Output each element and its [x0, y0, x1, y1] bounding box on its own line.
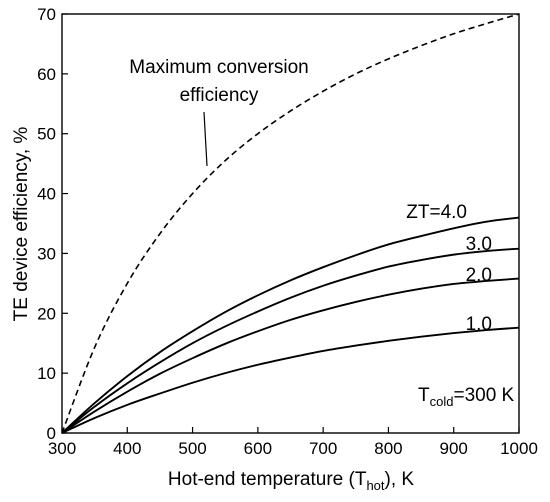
series-label: 2.0 [466, 265, 492, 286]
x-tick-label: 1000 [500, 439, 538, 458]
series-line-2-0 [61, 277, 520, 434]
y-tick-label: 40 [37, 185, 56, 204]
y-axis-label: TE device efficiency, % [11, 127, 32, 322]
y-tick-label: 60 [37, 65, 56, 84]
series-line-1-0 [61, 326, 520, 434]
series-line-zt-4-0 [61, 216, 520, 434]
series-label: 1.0 [466, 314, 492, 335]
plot-frame [61, 13, 520, 434]
x-tick-label: 400 [113, 439, 141, 458]
x-tick-label: 800 [374, 439, 402, 458]
y-tick-label: 0 [47, 424, 56, 443]
tcold-annotation: Tcold=300 K [418, 385, 515, 409]
x-tick-label: 300 [48, 439, 76, 458]
y-tick-label: 70 [37, 5, 56, 24]
y-tick-label: 10 [37, 364, 56, 383]
x-axis-label: Hot-end temperature (Thot), K [168, 469, 414, 493]
y-tick-label: 50 [37, 125, 56, 144]
x-axis-ticks: 300 400 500 600 700 800 900 1000 [48, 427, 538, 458]
series-label: 3.0 [466, 234, 492, 255]
max-efficiency-leader-line [203, 111, 208, 167]
x-tick-label: 700 [309, 439, 337, 458]
series-line-3-0 [61, 247, 520, 434]
x-tick-label: 900 [440, 439, 468, 458]
series-layer: ZT=4.0 3.0 2.0 1.0 [61, 13, 520, 434]
y-tick-label: 30 [37, 244, 56, 263]
max-efficiency-label-line1: Maximum conversion [129, 57, 309, 78]
series-line-max-efficiency [61, 13, 520, 434]
series-label: ZT=4.0 [406, 202, 467, 223]
y-tick-label: 20 [37, 304, 56, 323]
max-efficiency-label-line2: efficiency [180, 85, 259, 106]
y-axis-ticks: 0 10 20 30 40 50 60 70 [37, 5, 68, 443]
x-tick-label: 600 [244, 439, 272, 458]
x-tick-label: 500 [178, 439, 206, 458]
